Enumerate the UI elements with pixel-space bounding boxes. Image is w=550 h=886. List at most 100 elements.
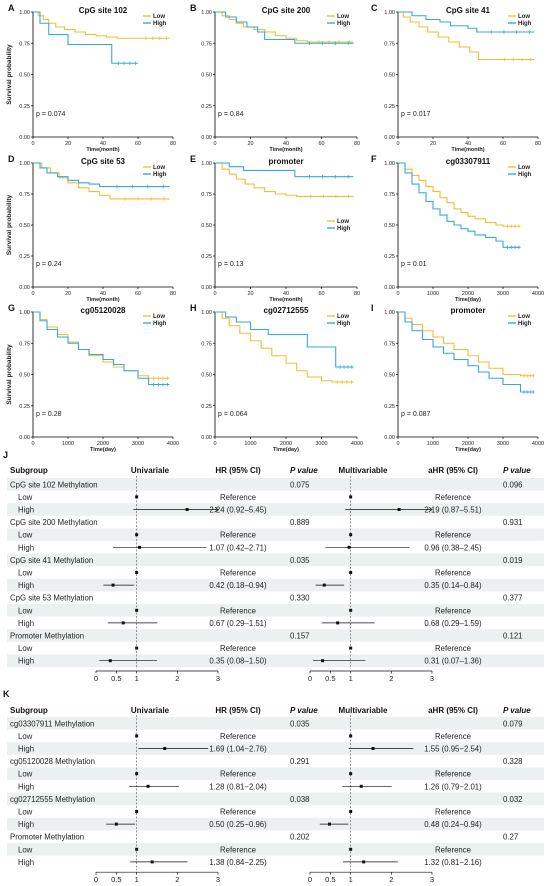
y-tick-label: 0.25 [384, 404, 395, 410]
y-tick-label: 0.50 [19, 73, 30, 79]
ahr-ci-text: 1.26 (0.79−2.01) [424, 782, 482, 791]
p-value: p = 0.087 [401, 411, 430, 418]
y-tick-label: 0.00 [201, 435, 212, 441]
forest-axis-tick-label: 0.5 [111, 875, 121, 884]
y-tick-label: 1.00 [19, 10, 30, 16]
subgroup-label: cg02712555 Methylation [10, 795, 95, 804]
x-tick-label: 0 [396, 291, 399, 297]
hr-ci-text: 0.42 (0.18–0.94) [209, 581, 267, 590]
forest-axis-tick-label: 3 [430, 875, 434, 884]
ahr-ci-text: 0.68 (0.29–1.59) [424, 619, 482, 628]
y-tick-label: 1.00 [384, 161, 395, 167]
hr-point [135, 495, 139, 499]
y-tick-label: 0.50 [19, 223, 30, 229]
y-tick-label: 0.25 [19, 254, 30, 260]
hr-point [150, 860, 154, 864]
km-curve-high [215, 162, 354, 178]
header-ahr: aHR (95% CI) [428, 706, 478, 715]
y-tick-label: 0.75 [19, 341, 30, 347]
ahr-ci-arrow [428, 507, 433, 512]
y-axis-label: Survival probability [6, 44, 13, 105]
x-tick-label: 2000 [462, 291, 474, 297]
km-curve-low [398, 311, 535, 377]
x-tick-label: 2000 [462, 441, 474, 447]
y-tick-label: 0.75 [384, 41, 395, 47]
hr-point [135, 571, 139, 574]
y-tick-label: 0.25 [201, 254, 212, 260]
p-value-multivariable: 0.27 [503, 833, 518, 842]
km-curve-low [33, 311, 170, 379]
row-shade [7, 478, 544, 491]
chart-title: cg02712555 [264, 306, 309, 315]
row-shade [7, 817, 544, 831]
y-tick-label: 0.00 [384, 435, 395, 441]
ahr-reference: Reference [435, 606, 471, 615]
y-tick-label: 0.00 [19, 135, 30, 141]
y-tick-label: 0.25 [384, 254, 395, 260]
ahr-ci-text: 0.96 (0.38–2.45) [424, 543, 482, 552]
x-tick-label: 80 [354, 141, 360, 147]
p-value-multivariable: 0.079 [503, 719, 523, 728]
hr-ci-arrow [214, 507, 219, 512]
legend-label-high: High [337, 321, 351, 327]
panel-letter: E [190, 154, 196, 164]
forest-axis-tick-label: 1 [349, 674, 353, 683]
level-label: High [18, 619, 34, 628]
p-value-univariable: 0.330 [290, 594, 310, 603]
forest-axis-tick-label: 0 [308, 875, 312, 884]
row-shade [7, 742, 544, 755]
level-label: Low [18, 493, 33, 502]
level-label: Low [18, 770, 33, 779]
legend-label-high: High [337, 226, 351, 232]
ahr-point [362, 860, 366, 864]
subgroup-label: cg03307911 Methylation [10, 719, 94, 728]
ahr-reference: Reference [435, 845, 471, 854]
y-tick-label: 0.50 [384, 73, 395, 79]
panel-letter: G [8, 303, 15, 313]
x-axis-label: Time(month) [269, 147, 302, 153]
x-tick-label: 1000 [427, 441, 439, 447]
p-value-multivariable: 0.019 [503, 556, 523, 565]
level-label: Low [18, 732, 33, 741]
km-curve-low [33, 11, 170, 39]
x-tick-label: 20 [247, 141, 253, 147]
y-tick-label: 1.00 [19, 161, 30, 167]
row-shade [7, 578, 544, 592]
legend-label-high: High [153, 172, 167, 178]
x-tick-label: 20 [65, 291, 71, 297]
forest-axis-tick-label: 0 [94, 875, 98, 884]
ahr-point [347, 545, 351, 549]
ahr-point [371, 747, 375, 750]
ahr-ci-text: 0.35 (0.14–0.84) [424, 581, 482, 590]
level-label: High [18, 820, 34, 829]
hr-ci-text: 1.28 (0.81−2.04) [209, 782, 267, 791]
km-curve-high [398, 162, 521, 248]
panel-letter: K [3, 689, 10, 699]
header-ahr: aHR (95% CI) [428, 466, 478, 475]
p-value: p = 0.074 [36, 111, 65, 118]
panel-letter: J [3, 450, 8, 460]
x-axis-label: Time(day) [455, 447, 481, 453]
km-curve-high [33, 162, 170, 188]
x-axis-label: Time(month) [86, 147, 119, 153]
x-tick-label: 3000 [132, 441, 144, 447]
x-tick-label: 40 [100, 141, 106, 147]
ahr-reference: Reference [435, 493, 471, 502]
y-tick-label: 0.25 [201, 104, 212, 110]
hr-ci-text: 0.50 (0.25−0.96) [209, 820, 267, 829]
forest-axis-tick-label: 0 [308, 674, 312, 683]
panel-letter: A [8, 3, 15, 13]
y-tick-label: 0.50 [384, 373, 395, 379]
chart-title: CpG site 200 [262, 6, 311, 15]
ahr-point [321, 659, 325, 663]
y-axis-label: Survival probability [6, 194, 13, 255]
legend-label-low: Low [518, 14, 530, 20]
ahr-point [349, 495, 353, 499]
x-tick-label: 40 [100, 291, 106, 297]
level-label: Low [18, 531, 33, 540]
x-tick-label: 60 [135, 141, 141, 147]
header-univariable: Univariale [131, 706, 170, 715]
